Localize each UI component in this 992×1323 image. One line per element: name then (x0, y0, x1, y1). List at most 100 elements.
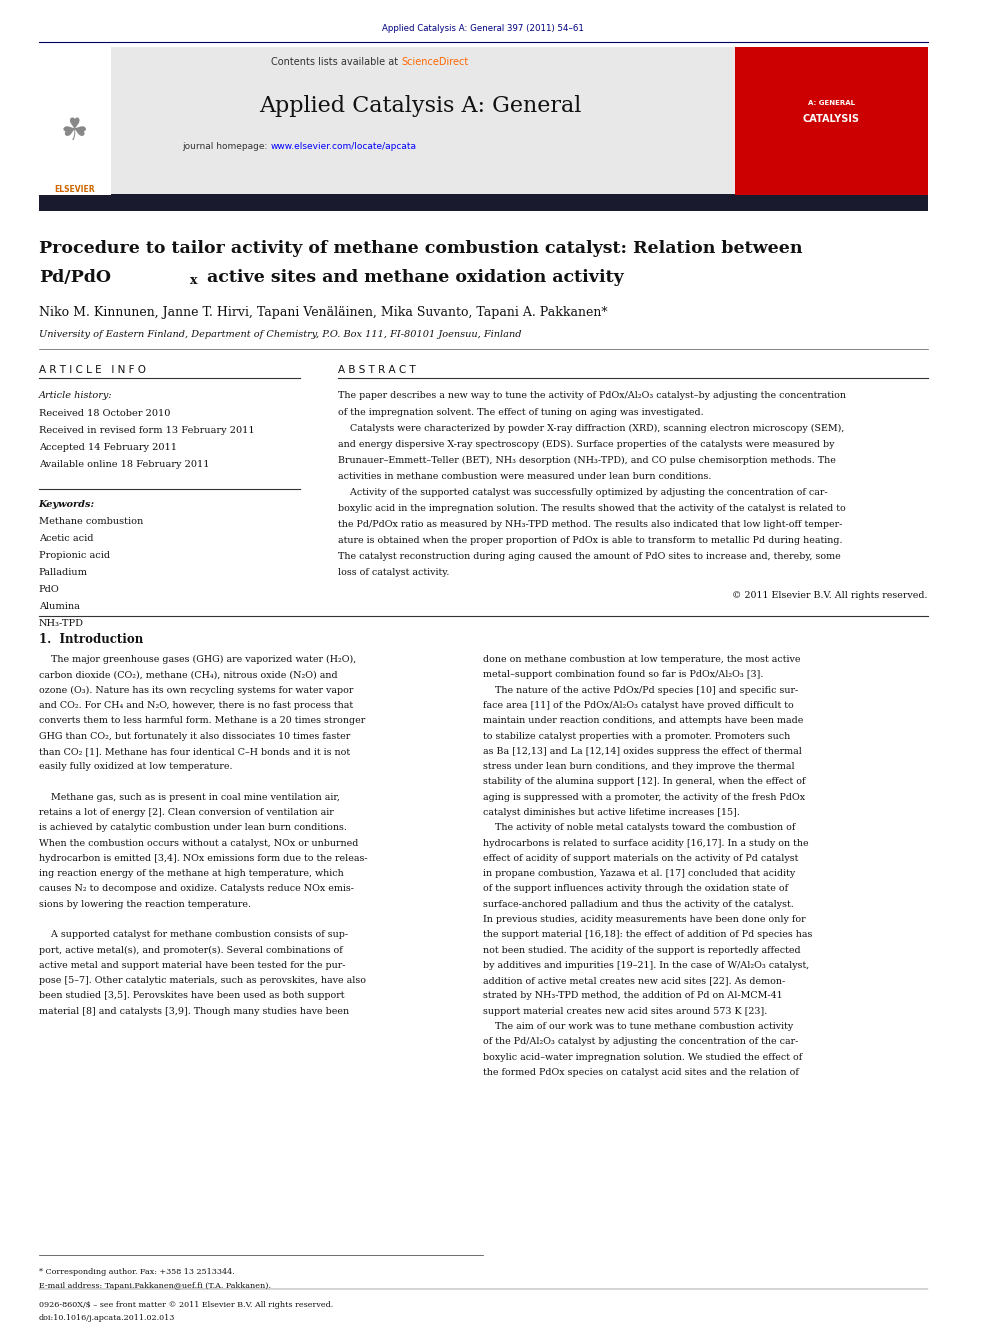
Text: Received in revised form 13 February 2011: Received in revised form 13 February 201… (39, 426, 254, 435)
Text: Methane gas, such as is present in coal mine ventilation air,: Methane gas, such as is present in coal … (39, 792, 339, 802)
Text: Catalysts were characterized by powder X-ray diffraction (XRD), scanning electro: Catalysts were characterized by powder X… (338, 423, 844, 433)
Text: Methane combustion: Methane combustion (39, 517, 143, 525)
Text: ing reaction energy of the methane at high temperature, which: ing reaction energy of the methane at hi… (39, 869, 343, 878)
Text: CATALYSIS: CATALYSIS (803, 114, 860, 123)
FancyBboxPatch shape (111, 48, 735, 194)
Text: effect of acidity of support materials on the activity of Pd catalyst: effect of acidity of support materials o… (483, 853, 799, 863)
Text: active metal and support material have been tested for the pur-: active metal and support material have b… (39, 960, 345, 970)
Text: Applied Catalysis A: General 397 (2011) 54–61: Applied Catalysis A: General 397 (2011) … (382, 24, 584, 33)
Text: the support material [16,18]: the effect of addition of Pd species has: the support material [16,18]: the effect… (483, 930, 812, 939)
Text: and CO₂. For CH₄ and N₂O, however, there is no fast process that: and CO₂. For CH₄ and N₂O, however, there… (39, 701, 353, 710)
Text: addition of active metal creates new acid sites [22]. As demon-: addition of active metal creates new aci… (483, 976, 786, 986)
Text: carbon dioxide (CO₂), methane (CH₄), nitrous oxide (N₂O) and: carbon dioxide (CO₂), methane (CH₄), nit… (39, 671, 337, 680)
Text: active sites and methane oxidation activity: active sites and methane oxidation activ… (201, 269, 624, 286)
Text: Contents lists available at: Contents lists available at (271, 57, 401, 66)
Text: NH₃-TPD: NH₃-TPD (39, 619, 83, 628)
Text: aging is suppressed with a promoter, the activity of the fresh PdOx: aging is suppressed with a promoter, the… (483, 792, 806, 802)
Text: port, active metal(s), and promoter(s). Several combinations of: port, active metal(s), and promoter(s). … (39, 946, 342, 955)
Text: boxylic acid–water impregnation solution. We studied the effect of: boxylic acid–water impregnation solution… (483, 1053, 803, 1061)
Text: * Corresponding author. Fax: +358 13 2513344.: * Corresponding author. Fax: +358 13 251… (39, 1267, 234, 1275)
Text: Available online 18 February 2011: Available online 18 February 2011 (39, 460, 209, 468)
Text: stability of the alumina support [12]. In general, when the effect of: stability of the alumina support [12]. I… (483, 778, 806, 786)
Text: the formed PdOx species on catalyst acid sites and the relation of: the formed PdOx species on catalyst acid… (483, 1068, 800, 1077)
Text: PdO: PdO (39, 585, 60, 594)
Text: ozone (O₃). Nature has its own recycling systems for water vapor: ozone (O₃). Nature has its own recycling… (39, 685, 353, 695)
Text: © 2011 Elsevier B.V. All rights reserved.: © 2011 Elsevier B.V. All rights reserved… (732, 591, 928, 601)
Text: and energy dispersive X-ray spectroscopy (EDS). Surface properties of the cataly: and energy dispersive X-ray spectroscopy… (338, 439, 835, 448)
Text: support material creates new acid sites around 573 K [23].: support material creates new acid sites … (483, 1007, 768, 1016)
Text: The catalyst reconstruction during aging caused the amount of PdO sites to incre: The catalyst reconstruction during aging… (338, 552, 841, 561)
Text: easily fully oxidized at low temperature.: easily fully oxidized at low temperature… (39, 762, 232, 771)
Text: A B S T R A C T: A B S T R A C T (338, 365, 416, 376)
Text: causes N₂ to decompose and oxidize. Catalysts reduce NOx emis-: causes N₂ to decompose and oxidize. Cata… (39, 884, 354, 893)
Text: ELSEVIER: ELSEVIER (55, 184, 95, 193)
Text: Applied Catalysis A: General: Applied Catalysis A: General (259, 95, 581, 116)
Text: pose [5–7]. Other catalytic materials, such as perovskites, have also: pose [5–7]. Other catalytic materials, s… (39, 976, 366, 986)
Text: than CO₂ [1]. Methane has four identical C–H bonds and it is not: than CO₂ [1]. Methane has four identical… (39, 746, 350, 755)
Text: hydrocarbon is emitted [3,4]. NOx emissions form due to the releas-: hydrocarbon is emitted [3,4]. NOx emissi… (39, 853, 367, 863)
Text: When the combustion occurs without a catalyst, NOx or unburned: When the combustion occurs without a cat… (39, 839, 358, 848)
Text: maintain under reaction conditions, and attempts have been made: maintain under reaction conditions, and … (483, 716, 804, 725)
Text: loss of catalyst activity.: loss of catalyst activity. (338, 569, 449, 577)
Text: The aim of our work was to tune methane combustion activity: The aim of our work was to tune methane … (483, 1023, 794, 1031)
Text: Niko M. Kinnunen, Janne T. Hirvi, Tapani Venäläinen, Mika Suvanto, Tapani A. Pak: Niko M. Kinnunen, Janne T. Hirvi, Tapani… (39, 306, 607, 319)
Text: The paper describes a new way to tune the activity of PdOx/Al₂O₃ catalyst–by adj: The paper describes a new way to tune th… (338, 392, 846, 401)
Text: ScienceDirect: ScienceDirect (401, 57, 468, 66)
Text: doi:10.1016/j.apcata.2011.02.013: doi:10.1016/j.apcata.2011.02.013 (39, 1314, 175, 1322)
Text: Pd/PdO: Pd/PdO (39, 269, 111, 286)
Text: stress under lean burn conditions, and they improve the thermal: stress under lean burn conditions, and t… (483, 762, 795, 771)
Text: material [8] and catalysts [3,9]. Though many studies have been: material [8] and catalysts [3,9]. Though… (39, 1007, 349, 1016)
Text: 0926-860X/$ – see front matter © 2011 Elsevier B.V. All rights reserved.: 0926-860X/$ – see front matter © 2011 El… (39, 1301, 333, 1308)
FancyBboxPatch shape (39, 48, 111, 194)
Text: of the impregnation solvent. The effect of tuning on aging was investigated.: of the impregnation solvent. The effect … (338, 407, 704, 417)
Text: boxylic acid in the impregnation solution. The results showed that the activity : boxylic acid in the impregnation solutio… (338, 504, 846, 513)
Text: of the support influences activity through the oxidation state of: of the support influences activity throu… (483, 884, 789, 893)
Text: not been studied. The acidity of the support is reportedly affected: not been studied. The acidity of the sup… (483, 946, 801, 955)
Text: sions by lowering the reaction temperature.: sions by lowering the reaction temperatu… (39, 900, 251, 909)
Text: Procedure to tailor activity of methane combustion catalyst: Relation between: Procedure to tailor activity of methane … (39, 239, 803, 257)
Text: 1.  Introduction: 1. Introduction (39, 632, 143, 646)
Text: Alumina: Alumina (39, 602, 79, 611)
Text: of the Pd/Al₂O₃ catalyst by adjusting the concentration of the car-: of the Pd/Al₂O₃ catalyst by adjusting th… (483, 1037, 799, 1046)
Text: catalyst diminishes but active lifetime increases [15].: catalyst diminishes but active lifetime … (483, 808, 740, 818)
Text: Acetic acid: Acetic acid (39, 533, 93, 542)
FancyBboxPatch shape (735, 48, 928, 194)
Text: E-mail address: Tapani.Pakkanen@uef.fi (T.A. Pakkanen).: E-mail address: Tapani.Pakkanen@uef.fi (… (39, 1282, 271, 1290)
Text: The major greenhouse gases (GHG) are vaporized water (H₂O),: The major greenhouse gases (GHG) are vap… (39, 655, 356, 664)
Text: Keywords:: Keywords: (39, 500, 95, 508)
Text: done on methane combustion at low temperature, the most active: done on methane combustion at low temper… (483, 655, 801, 664)
Text: hydrocarbons is related to surface acidity [16,17]. In a study on the: hydrocarbons is related to surface acidi… (483, 839, 808, 848)
Text: ☘: ☘ (61, 118, 88, 147)
Text: A: GENERAL: A: GENERAL (807, 99, 855, 106)
Text: Activity of the supported catalyst was successfully optimized by adjusting the c: Activity of the supported catalyst was s… (338, 488, 828, 497)
Text: ature is obtained when the proper proportion of PdOx is able to transform to met: ature is obtained when the proper propor… (338, 536, 843, 545)
Text: In previous studies, acidity measurements have been done only for: In previous studies, acidity measurement… (483, 916, 806, 923)
Text: is achieved by catalytic combustion under lean burn conditions.: is achieved by catalytic combustion unde… (39, 823, 346, 832)
Text: Palladium: Palladium (39, 568, 87, 577)
Text: www.elsevier.com/locate/apcata: www.elsevier.com/locate/apcata (271, 143, 417, 151)
Text: A supported catalyst for methane combustion consists of sup-: A supported catalyst for methane combust… (39, 930, 348, 939)
Text: Propionic acid: Propionic acid (39, 550, 110, 560)
Text: retains a lot of energy [2]. Clean conversion of ventilation air: retains a lot of energy [2]. Clean conve… (39, 808, 333, 818)
Text: Received 18 October 2010: Received 18 October 2010 (39, 409, 170, 418)
Text: strated by NH₃-TPD method, the addition of Pd on Al-MCM-41: strated by NH₃-TPD method, the addition … (483, 991, 783, 1000)
Text: The activity of noble metal catalysts toward the combustion of: The activity of noble metal catalysts to… (483, 823, 796, 832)
Text: GHG than CO₂, but fortunately it also dissociates 10 times faster: GHG than CO₂, but fortunately it also di… (39, 732, 350, 741)
Text: Article history:: Article history: (39, 392, 112, 401)
Text: activities in methane combustion were measured under lean burn conditions.: activities in methane combustion were me… (338, 472, 711, 480)
Text: journal homepage:: journal homepage: (183, 143, 271, 151)
FancyBboxPatch shape (39, 193, 928, 210)
Text: metal–support combination found so far is PdOx/Al₂O₃ [3].: metal–support combination found so far i… (483, 671, 764, 680)
Text: The nature of the active PdOx/Pd species [10] and specific sur-: The nature of the active PdOx/Pd species… (483, 685, 799, 695)
Text: been studied [3,5]. Perovskites have been used as both support: been studied [3,5]. Perovskites have bee… (39, 991, 344, 1000)
Text: Brunauer–Emmett–Teller (BET), NH₃ desorption (NH₃-TPD), and CO pulse chemisorpti: Brunauer–Emmett–Teller (BET), NH₃ desorp… (338, 456, 836, 464)
Text: face area [11] of the PdOx/Al₂O₃ catalyst have proved difficult to: face area [11] of the PdOx/Al₂O₃ catalys… (483, 701, 794, 710)
Text: as Ba [12,13] and La [12,14] oxides suppress the effect of thermal: as Ba [12,13] and La [12,14] oxides supp… (483, 746, 803, 755)
Text: A R T I C L E   I N F O: A R T I C L E I N F O (39, 365, 146, 376)
Text: in propane combustion, Yazawa et al. [17] concluded that acidity: in propane combustion, Yazawa et al. [17… (483, 869, 796, 878)
Text: surface-anchored palladium and thus the activity of the catalyst.: surface-anchored palladium and thus the … (483, 900, 794, 909)
Text: the Pd/PdOx ratio as measured by NH₃-TPD method. The results also indicated that: the Pd/PdOx ratio as measured by NH₃-TPD… (338, 520, 842, 529)
Text: by additives and impurities [19–21]. In the case of W/Al₂O₃ catalyst,: by additives and impurities [19–21]. In … (483, 960, 809, 970)
Text: University of Eastern Finland, Department of Chemistry, P.O. Box 111, FI-80101 J: University of Eastern Finland, Departmen… (39, 329, 521, 339)
Text: Accepted 14 February 2011: Accepted 14 February 2011 (39, 443, 177, 452)
